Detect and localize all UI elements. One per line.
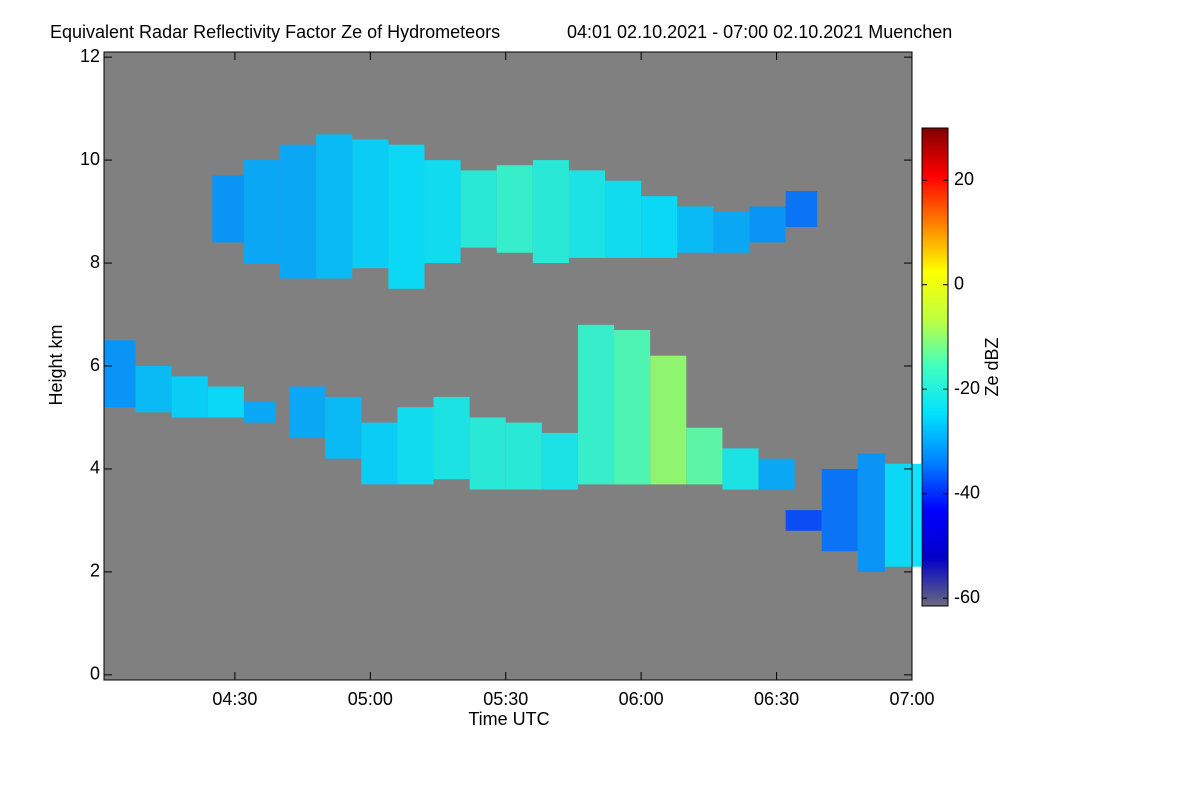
colorbar-tick-label: -60 [954, 587, 980, 607]
y-tick-label: 10 [80, 149, 100, 169]
echo-cell [857, 453, 885, 572]
chart-subtitle: 04:01 02.10.2021 - 07:00 02.10.2021 Muen… [567, 22, 952, 42]
x-axis-label: Time UTC [468, 709, 549, 729]
colorbar-tick-label: -20 [954, 378, 980, 398]
echo-cell [243, 160, 281, 264]
echo-cell [722, 448, 759, 490]
echo-cell [568, 170, 606, 258]
echo-cell [207, 386, 244, 418]
echo-cell [469, 417, 506, 490]
echo-cell [433, 396, 470, 480]
colorbar-label: Ze dBZ [982, 337, 1002, 396]
echo-cell [460, 170, 497, 248]
echo-cell [212, 175, 244, 243]
y-tick-label: 6 [90, 355, 100, 375]
echo-cell [104, 340, 136, 408]
x-tick-label: 05:30 [483, 689, 528, 709]
echo-cell [505, 422, 542, 490]
x-tick-label: 06:30 [754, 689, 799, 709]
y-tick-label: 0 [90, 664, 100, 684]
y-tick-label: 12 [80, 46, 100, 66]
echo-cell [541, 432, 578, 490]
echo-cell [686, 427, 723, 485]
echo-cell [650, 355, 687, 485]
echo-cell [614, 329, 651, 485]
echo-cell [352, 139, 389, 269]
echo-cell [135, 366, 172, 413]
y-axis-label: Height km [46, 324, 66, 405]
echo-cell [496, 165, 533, 253]
echo-cell [605, 180, 642, 258]
x-tick-label: 04:30 [212, 689, 257, 709]
echo-cell [577, 324, 615, 485]
colorbar-tick-label: 20 [954, 169, 974, 189]
echo-cell [388, 144, 425, 289]
y-tick-label: 8 [90, 252, 100, 272]
echo-cell [397, 407, 434, 485]
echo-cell [424, 160, 461, 264]
x-tick-label: 07:00 [889, 689, 934, 709]
chart-title: Equivalent Radar Reflectivity Factor Ze … [50, 22, 500, 42]
echo-cell [361, 422, 398, 485]
echo-cell [884, 463, 922, 567]
echo-cell [713, 211, 750, 253]
echo-cell [316, 134, 353, 279]
echo-cell [280, 144, 317, 279]
echo-cell [641, 196, 678, 258]
echo-cell [677, 206, 714, 253]
echo-cell [243, 402, 276, 423]
x-tick-label: 05:00 [348, 689, 393, 709]
colorbar [921, 127, 949, 607]
echo-cell [171, 376, 208, 418]
echo-cell [785, 510, 822, 531]
echo-cell [325, 396, 362, 459]
echo-cell [289, 386, 326, 439]
y-tick-label: 4 [90, 458, 100, 478]
echo-cell [821, 468, 858, 552]
x-tick-label: 06:00 [619, 689, 664, 709]
echo-cell [785, 190, 818, 228]
colorbar-tick-label: -40 [954, 482, 980, 502]
echo-cell [532, 160, 569, 264]
colorbar-tick-label: 0 [954, 273, 964, 293]
y-tick-label: 2 [90, 561, 100, 581]
echo-cell [758, 458, 795, 490]
plot-background [104, 52, 912, 680]
echo-cell [749, 206, 786, 243]
